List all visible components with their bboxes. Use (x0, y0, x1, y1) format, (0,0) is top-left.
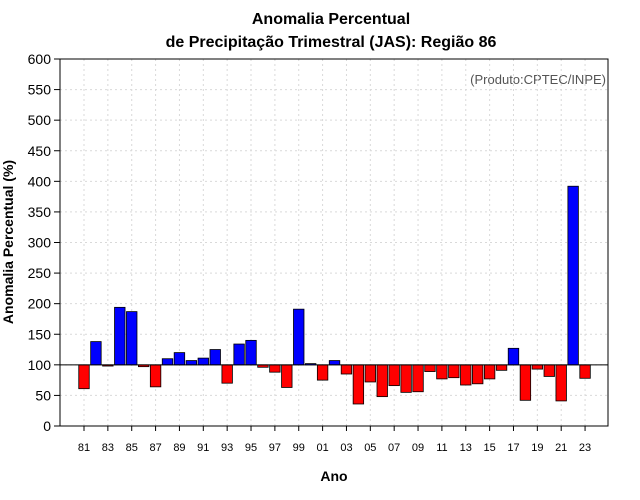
x-tick-label: 23 (579, 442, 591, 454)
bars-layer (78, 185, 591, 405)
bar-87 (149, 364, 162, 388)
bar-82 (90, 341, 102, 366)
bar-19 (531, 364, 543, 370)
y-tick-label: 250 (28, 265, 52, 281)
x-tick-label: 83 (102, 442, 114, 454)
bar-02 (328, 360, 341, 366)
x-tick-label: 03 (340, 442, 352, 454)
x-tick-label: 95 (245, 442, 257, 454)
bar-98 (281, 364, 293, 388)
x-tick-label: 07 (388, 442, 400, 454)
y-tick-label: 350 (28, 204, 52, 220)
bar-20 (543, 364, 555, 377)
bar-05 (364, 364, 376, 383)
bar-17 (507, 347, 520, 366)
bar-97 (269, 364, 281, 373)
y-tick-label: 300 (28, 235, 52, 251)
bar-93 (221, 364, 233, 384)
x-axis-label: Ano (320, 468, 347, 484)
y-tick-label: 500 (28, 112, 52, 128)
y-tick-label: 550 (28, 82, 52, 98)
bar-14 (472, 364, 484, 385)
bar-22 (567, 185, 579, 366)
x-tick-label: 11 (436, 442, 447, 454)
plot-frame (59, 58, 609, 427)
bar-18 (519, 364, 532, 401)
x-tick-label: 15 (483, 442, 495, 454)
x-tick-label: 19 (531, 442, 543, 454)
bar-12 (448, 364, 460, 379)
x-tick-label: 21 (555, 442, 567, 454)
x-tick-label: 89 (173, 442, 185, 454)
y-tick-label: 400 (28, 173, 52, 189)
bar-10 (424, 364, 436, 372)
bar-99 (293, 308, 305, 366)
bar-16 (495, 364, 508, 371)
y-axis-label: Anomalia Percentual (%) (0, 160, 16, 324)
y-tick-label: 600 (28, 51, 52, 67)
x-tick-label: 85 (126, 442, 138, 454)
x-tick-label: 99 (293, 442, 305, 454)
bar-01 (316, 364, 329, 381)
bar-91 (197, 357, 209, 366)
bar-15 (483, 364, 496, 380)
x-tick-label: 17 (507, 442, 519, 454)
credit-text: (Produto:CPTEC/INPE) (470, 72, 606, 87)
x-tick-label: 81 (78, 442, 90, 454)
bar-23 (579, 364, 591, 379)
bar-84 (114, 306, 126, 366)
bar-09 (412, 364, 424, 393)
chart-title-line2: de Precipitação Trimestral (JAS): Região… (166, 34, 497, 51)
x-tick-label: 91 (197, 442, 209, 454)
x-tick-label: 87 (149, 442, 161, 454)
y-tick-label: 450 (28, 143, 52, 159)
x-tick-label: 01 (316, 442, 328, 454)
bar-90 (185, 360, 198, 366)
y-tick-label: 150 (28, 326, 52, 342)
bar-89 (173, 352, 186, 366)
y-tick-label: 200 (28, 296, 52, 312)
bar-85 (126, 311, 138, 366)
bar-11 (436, 364, 448, 380)
y-tick-label: 50 (35, 387, 51, 403)
bar-95 (245, 339, 257, 366)
bar-92 (209, 349, 221, 366)
bar-03 (340, 364, 353, 375)
y-tick-label: 0 (43, 418, 51, 434)
x-tick-label: 13 (460, 442, 472, 454)
bar-81 (78, 364, 90, 390)
bar-08 (400, 364, 412, 393)
bar-07 (388, 364, 400, 387)
bar-21 (555, 364, 567, 402)
x-tick-label: 09 (412, 442, 424, 454)
x-tick-label: 93 (221, 442, 233, 454)
bar-13 (460, 364, 472, 386)
chart-title-line1: Anomalia Percentual (252, 11, 410, 28)
y-tick-label: 100 (28, 357, 52, 373)
x-tick-label: 97 (269, 442, 281, 454)
bar-04 (352, 364, 365, 405)
x-tick-label: 05 (364, 442, 376, 454)
bar-88 (161, 358, 174, 366)
bar-06 (376, 364, 388, 398)
bar-94 (233, 343, 245, 366)
